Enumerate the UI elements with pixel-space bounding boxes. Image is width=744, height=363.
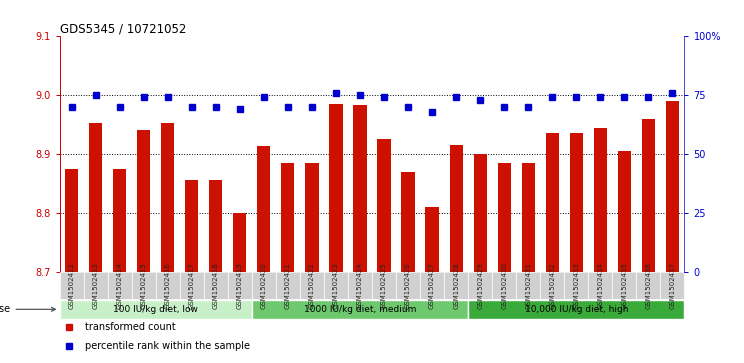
FancyBboxPatch shape: [372, 272, 396, 299]
Bar: [594, 127, 607, 272]
Bar: [113, 169, 126, 272]
FancyBboxPatch shape: [636, 272, 661, 299]
Text: GSM1502421: GSM1502421: [285, 262, 291, 309]
Bar: [426, 207, 439, 272]
Text: percentile rank within the sample: percentile rank within the sample: [85, 341, 249, 351]
Bar: [281, 163, 295, 272]
FancyBboxPatch shape: [60, 272, 83, 299]
Bar: [305, 163, 318, 272]
Text: GSM1502417: GSM1502417: [189, 262, 195, 309]
Text: 10,000 IU/kg diet, high: 10,000 IU/kg diet, high: [525, 305, 628, 314]
FancyBboxPatch shape: [396, 272, 420, 299]
Bar: [65, 169, 78, 272]
FancyBboxPatch shape: [444, 272, 468, 299]
FancyBboxPatch shape: [420, 272, 444, 299]
Text: dose: dose: [0, 304, 55, 314]
Text: GSM1502426: GSM1502426: [405, 262, 411, 309]
Text: GSM1502424: GSM1502424: [357, 262, 363, 309]
Bar: [209, 180, 222, 272]
FancyBboxPatch shape: [251, 300, 468, 319]
Text: 1000 IU/kg diet, medium: 1000 IU/kg diet, medium: [304, 305, 416, 314]
Text: GSM1502430: GSM1502430: [501, 262, 507, 309]
Text: GSM1502422: GSM1502422: [309, 262, 315, 309]
FancyBboxPatch shape: [204, 272, 228, 299]
Bar: [666, 101, 679, 272]
FancyBboxPatch shape: [468, 272, 493, 299]
Bar: [570, 133, 583, 272]
Text: GSM1502425: GSM1502425: [381, 262, 387, 309]
Bar: [474, 154, 487, 272]
FancyBboxPatch shape: [276, 272, 300, 299]
Bar: [545, 133, 559, 272]
FancyBboxPatch shape: [661, 272, 684, 299]
Text: transformed count: transformed count: [85, 322, 176, 332]
Bar: [233, 213, 246, 272]
FancyBboxPatch shape: [180, 272, 204, 299]
FancyBboxPatch shape: [300, 272, 324, 299]
FancyBboxPatch shape: [493, 272, 516, 299]
Text: GSM1502432: GSM1502432: [549, 262, 555, 309]
Text: GSM1502434: GSM1502434: [597, 262, 603, 309]
Bar: [498, 163, 511, 272]
FancyBboxPatch shape: [468, 300, 684, 319]
Bar: [402, 172, 414, 272]
FancyBboxPatch shape: [540, 272, 564, 299]
FancyBboxPatch shape: [155, 272, 180, 299]
Bar: [522, 163, 535, 272]
Text: GSM1502436: GSM1502436: [646, 262, 652, 309]
Bar: [137, 130, 150, 272]
Text: GSM1502427: GSM1502427: [429, 262, 435, 309]
Text: GSM1502423: GSM1502423: [333, 262, 339, 309]
Text: GDS5345 / 10721052: GDS5345 / 10721052: [60, 22, 186, 35]
Text: GSM1502413: GSM1502413: [92, 262, 98, 309]
FancyBboxPatch shape: [251, 272, 276, 299]
Bar: [257, 146, 271, 272]
Bar: [642, 119, 655, 272]
Text: GSM1502414: GSM1502414: [117, 262, 123, 309]
FancyBboxPatch shape: [108, 272, 132, 299]
Text: GSM1502428: GSM1502428: [453, 262, 459, 309]
Text: GSM1502437: GSM1502437: [670, 262, 676, 309]
Text: GSM1502412: GSM1502412: [68, 262, 74, 309]
FancyBboxPatch shape: [83, 272, 108, 299]
Text: GSM1502431: GSM1502431: [525, 262, 531, 309]
Text: GSM1502415: GSM1502415: [141, 262, 147, 309]
Text: GSM1502420: GSM1502420: [261, 262, 267, 309]
FancyBboxPatch shape: [348, 272, 372, 299]
Bar: [353, 105, 367, 272]
FancyBboxPatch shape: [132, 272, 155, 299]
FancyBboxPatch shape: [324, 272, 348, 299]
Bar: [449, 145, 463, 272]
FancyBboxPatch shape: [228, 272, 251, 299]
FancyBboxPatch shape: [612, 272, 636, 299]
Text: GSM1502416: GSM1502416: [164, 262, 170, 309]
Text: 100 IU/kg diet, low: 100 IU/kg diet, low: [113, 305, 198, 314]
FancyBboxPatch shape: [516, 272, 540, 299]
FancyBboxPatch shape: [60, 300, 251, 319]
FancyBboxPatch shape: [564, 272, 589, 299]
Bar: [185, 180, 199, 272]
Bar: [161, 123, 174, 272]
Bar: [330, 104, 342, 272]
Bar: [89, 123, 102, 272]
Text: GSM1502418: GSM1502418: [213, 262, 219, 309]
Bar: [618, 151, 631, 272]
Text: GSM1502435: GSM1502435: [621, 262, 627, 309]
FancyBboxPatch shape: [589, 272, 612, 299]
Bar: [377, 139, 391, 272]
Text: GSM1502419: GSM1502419: [237, 262, 243, 309]
Text: GSM1502433: GSM1502433: [574, 262, 580, 309]
Text: GSM1502429: GSM1502429: [477, 262, 483, 309]
